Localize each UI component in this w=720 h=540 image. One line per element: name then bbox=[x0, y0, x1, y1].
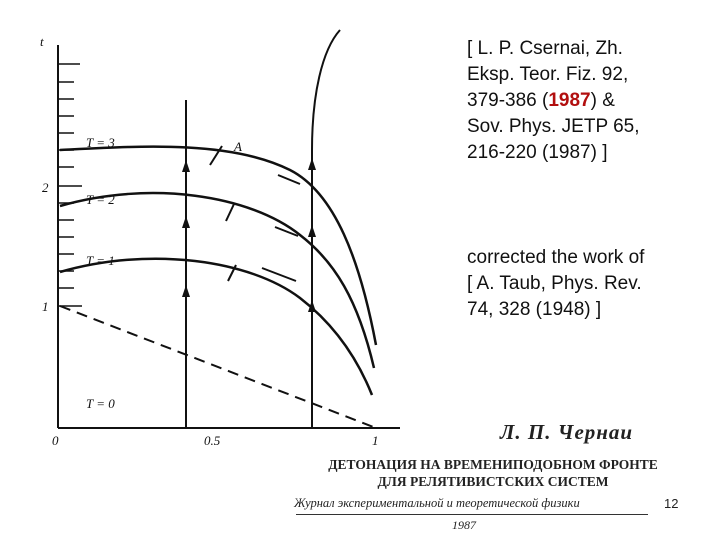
curve-t1 bbox=[59, 257, 374, 396]
curve-t0-dashed-line bbox=[59, 305, 377, 429]
ref-line-1: [ L. P. Csernai, Zh. bbox=[467, 38, 623, 59]
correction-year: 1948 bbox=[542, 299, 585, 320]
scan-author: Л. П. Чернаи bbox=[500, 420, 634, 444]
ref-line-4: Sov. Phys. JETP 65, bbox=[467, 116, 640, 137]
ref-line-3: 379-386 (1987) & bbox=[467, 88, 712, 114]
correction-journal: , Phys. Rev. bbox=[540, 273, 642, 294]
ref-line-2: Eksp. Teor. Fiz. 92, bbox=[467, 64, 629, 85]
worldline-arrows bbox=[182, 158, 316, 312]
worldline-right bbox=[311, 29, 341, 428]
curve-label-t0: T = 0 bbox=[86, 396, 115, 411]
correction-line-2: [ A. Taub, Phys. Rev. bbox=[467, 271, 712, 297]
correction-author: A. Taub bbox=[476, 273, 541, 294]
scan-article-title: ДЕТОНАЦИЯ НА ВРЕМЕНИПОДОБНОМ ФРОНТЕ ДЛЯ … bbox=[298, 456, 688, 490]
scan-journal-name: Журнал экспериментальной и теоретической… bbox=[294, 496, 580, 510]
point-label-a: A bbox=[233, 139, 242, 154]
csernai-reference: [ L. P. Csernai, Zh. Eksp. Teor. Fiz. 92… bbox=[467, 36, 712, 166]
correction-bracket: [ bbox=[467, 273, 477, 294]
x-tick-half: 0.5 bbox=[204, 433, 221, 448]
curve-label-t1: T = 1 bbox=[86, 253, 115, 268]
x-tick-one: 1 bbox=[372, 433, 379, 448]
scan-journal-rule bbox=[296, 514, 648, 515]
y-axis-ticks bbox=[58, 63, 82, 307]
scan-title-line-1: ДЕТОНАЦИЯ НА ВРЕМЕНИПОДОБНОМ ФРОНТЕ bbox=[328, 457, 658, 472]
curve-t3 bbox=[59, 145, 378, 346]
curve-label-t3: T = 3 bbox=[86, 135, 115, 150]
y-tick-2: 2 bbox=[42, 180, 49, 195]
y-tick-1: 1 bbox=[42, 299, 49, 314]
origin-label: 0 bbox=[52, 433, 59, 448]
correction-line-3: 74, 328 (1948) ] bbox=[467, 297, 712, 323]
ref-line-5: 216-220 (1987) ] bbox=[467, 142, 608, 163]
curve-tick-marks bbox=[209, 145, 301, 282]
scan-year: 1987 bbox=[452, 518, 476, 532]
y-axis-label: t bbox=[40, 34, 44, 49]
scan-title-line-2: ДЛЯ РЕЛЯТИВИСТСКИХ СИСТЕМ bbox=[377, 474, 609, 489]
ref-ampersand: ) & bbox=[590, 90, 615, 111]
correction-close: ) ] bbox=[584, 299, 602, 320]
taub-correction-note: corrected the work of [ A. Taub, Phys. R… bbox=[467, 245, 712, 323]
ref-year-highlight: 1987 bbox=[548, 90, 591, 111]
page-number: 12 bbox=[664, 496, 679, 511]
correction-line-1: corrected the work of bbox=[467, 247, 645, 268]
ref-pages: 379-386 ( bbox=[467, 90, 549, 111]
correction-volume: 74, 328 ( bbox=[467, 299, 542, 320]
curve-t2 bbox=[59, 191, 376, 369]
curve-label-t2: T = 2 bbox=[86, 192, 115, 207]
